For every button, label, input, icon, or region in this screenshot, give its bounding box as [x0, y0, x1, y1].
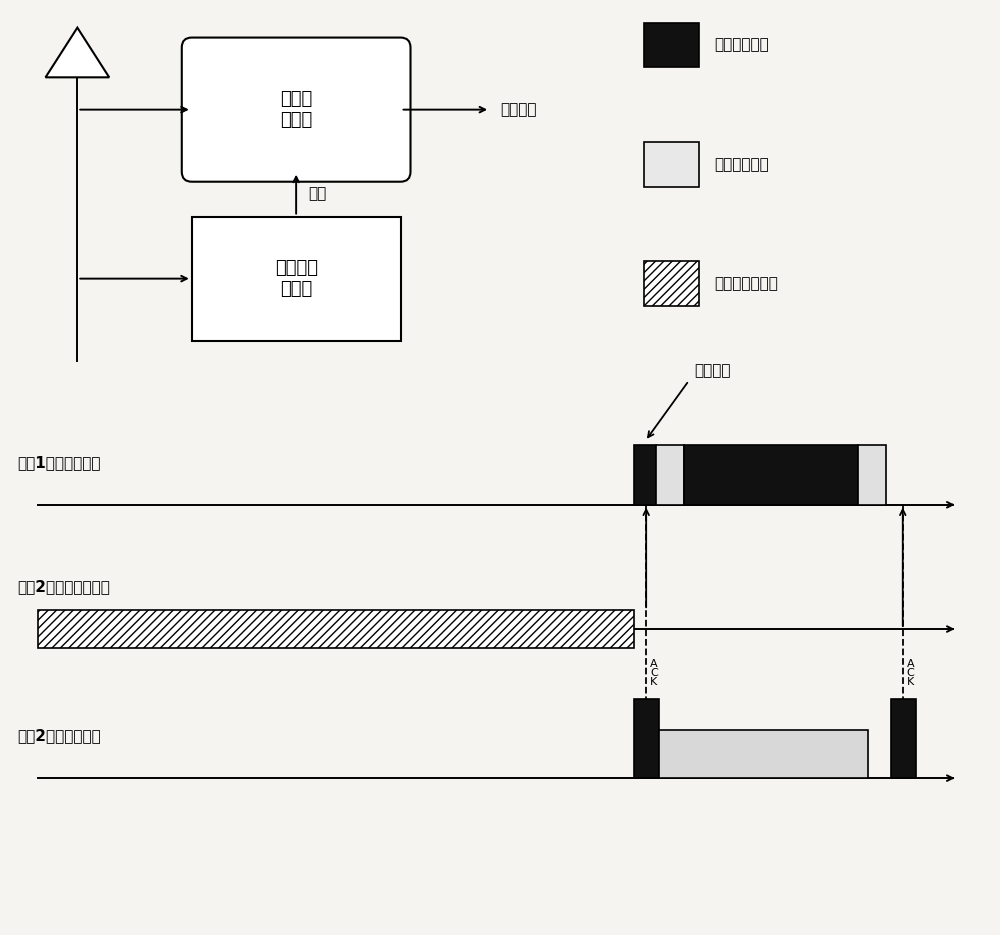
Bar	[192, 217, 401, 340]
Text: 唤醒无线
接收机: 唤醒无线 接收机	[275, 259, 318, 298]
Text: 激活: 激活	[308, 187, 326, 202]
Text: 发送请求: 发送请求	[694, 364, 730, 379]
Bar	[659, 730, 868, 778]
Bar	[38, 611, 634, 648]
Bar	[858, 445, 886, 505]
Polygon shape	[46, 28, 109, 78]
Text: A
C
K: A C K	[907, 659, 914, 687]
Text: 主无线
接收机: 主无线 接收机	[280, 91, 312, 129]
Bar	[634, 445, 656, 505]
Text: 唤醒接收机打开: 唤醒接收机打开	[714, 276, 778, 291]
Text: 节点2（唤醒接收机）: 节点2（唤醒接收机）	[18, 580, 111, 595]
Text: 节点1（发送数据）: 节点1（发送数据）	[18, 455, 101, 470]
Bar	[656, 445, 684, 505]
Text: 节点2（接收数据）: 节点2（接收数据）	[18, 728, 101, 743]
Bar	[684, 445, 858, 505]
Text: A
C
K: A C K	[650, 659, 658, 687]
Bar	[891, 698, 916, 778]
Bar	[634, 698, 659, 778]
Bar	[644, 261, 699, 306]
Text: 接收工作状态: 接收工作状态	[714, 157, 769, 172]
Bar	[644, 22, 699, 67]
Bar	[644, 142, 699, 187]
Text: 发送工作状态: 发送工作状态	[714, 37, 769, 52]
Text: 输出数据: 输出数据	[500, 102, 536, 117]
FancyBboxPatch shape	[182, 37, 411, 181]
